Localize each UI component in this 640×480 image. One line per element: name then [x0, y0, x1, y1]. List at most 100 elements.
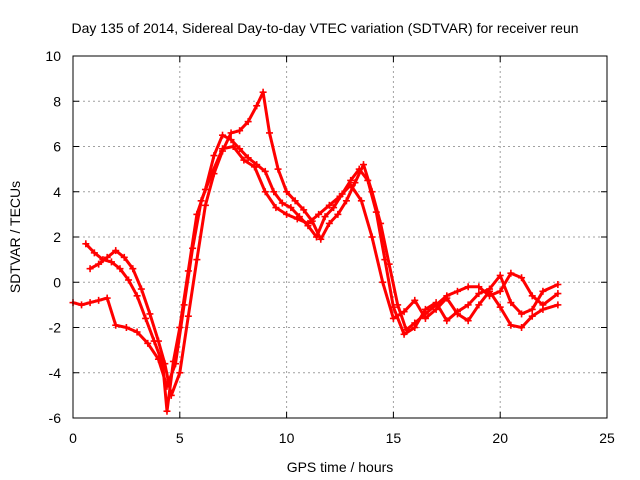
data-point — [475, 301, 483, 309]
data-point — [351, 179, 359, 187]
x-tick-label: 10 — [279, 430, 295, 446]
y-tick-labels: -6 -4 -2 0 2 4 6 8 10 — [45, 48, 61, 426]
data-point — [253, 102, 261, 110]
data-point — [379, 278, 387, 286]
data-point — [377, 219, 385, 227]
data-point — [201, 185, 209, 193]
data-point — [507, 321, 515, 329]
data-point — [554, 281, 562, 289]
data-point — [300, 206, 308, 214]
data-point — [146, 310, 154, 318]
data-point — [453, 287, 461, 295]
data-point — [321, 213, 329, 221]
data-point — [163, 407, 171, 415]
data-point — [120, 253, 128, 261]
data-point — [283, 188, 291, 196]
data-point — [464, 301, 472, 309]
data-point — [184, 267, 192, 275]
data-point — [270, 188, 278, 196]
data-point — [287, 204, 295, 212]
data-point — [176, 324, 184, 331]
data-point — [443, 317, 451, 325]
data-point — [464, 317, 472, 325]
x-tick-label: 5 — [176, 430, 184, 446]
x-tick-labels: 0 5 10 15 20 25 — [69, 430, 615, 446]
data-point — [219, 147, 227, 155]
data-point — [167, 391, 175, 399]
data-point — [184, 312, 192, 320]
data-point — [95, 296, 103, 304]
data-point — [421, 310, 429, 318]
y-tick-label: 2 — [53, 229, 61, 245]
data-point — [507, 299, 515, 307]
data-point — [95, 260, 103, 268]
data-point — [253, 161, 261, 169]
grid-lines — [73, 56, 607, 418]
data-point — [359, 161, 367, 169]
x-tick-label: 15 — [386, 430, 402, 446]
data-point — [539, 301, 547, 309]
data-point — [325, 219, 333, 227]
data-point — [539, 287, 547, 295]
data-point — [518, 310, 526, 318]
data-point — [283, 210, 291, 218]
data-point — [236, 145, 244, 153]
data-point — [308, 217, 316, 225]
data-point — [227, 129, 235, 137]
data-point — [122, 324, 130, 331]
data-point — [244, 154, 252, 162]
data-point — [133, 292, 141, 300]
data-point — [103, 294, 111, 302]
data-point — [219, 131, 227, 139]
y-tick-label: -4 — [49, 365, 62, 381]
data-point — [125, 276, 133, 284]
data-point — [129, 265, 137, 273]
data-point — [244, 118, 252, 126]
y-tick-label: -2 — [49, 320, 62, 336]
data-point — [261, 167, 269, 175]
data-point — [496, 303, 504, 311]
data-point — [475, 283, 483, 291]
data-point — [368, 233, 376, 241]
data-point — [518, 324, 526, 331]
y-tick-label: 4 — [53, 184, 61, 200]
data-point — [334, 210, 342, 218]
data-point — [528, 292, 536, 300]
data-point — [464, 283, 472, 291]
data-point — [475, 290, 483, 298]
series-track-3 — [86, 88, 562, 399]
data-point — [78, 301, 86, 309]
y-axis-label: SDTVAR / TECUs — [7, 181, 23, 293]
data-point — [86, 265, 94, 273]
data-point — [400, 308, 408, 316]
data-point — [193, 256, 201, 264]
data-point — [137, 285, 145, 293]
data-point — [112, 321, 120, 329]
data-point — [342, 197, 350, 205]
data-point — [295, 213, 303, 221]
data-point — [266, 129, 274, 137]
data-point — [291, 197, 299, 205]
data-point — [210, 170, 218, 178]
chart-title: Day 135 of 2014, Sidereal Day-to-day VTE… — [71, 20, 578, 36]
data-point — [304, 222, 312, 230]
data-point — [193, 210, 201, 218]
data-point — [411, 296, 419, 304]
series-track-2 — [82, 131, 562, 415]
y-tick-label: 10 — [45, 48, 61, 64]
data-point — [176, 369, 184, 377]
data-point — [154, 337, 162, 345]
data-point — [432, 301, 440, 309]
data-point — [496, 271, 504, 279]
data-point — [169, 357, 177, 365]
data-point — [240, 156, 248, 164]
y-tick-label: 0 — [53, 274, 61, 290]
data-point — [347, 176, 355, 184]
data-point — [411, 319, 419, 327]
data-point — [315, 210, 323, 218]
data-point — [201, 201, 209, 209]
data-point — [272, 204, 280, 212]
data-point — [274, 165, 282, 173]
data-point — [486, 292, 494, 300]
data-point — [385, 260, 393, 268]
